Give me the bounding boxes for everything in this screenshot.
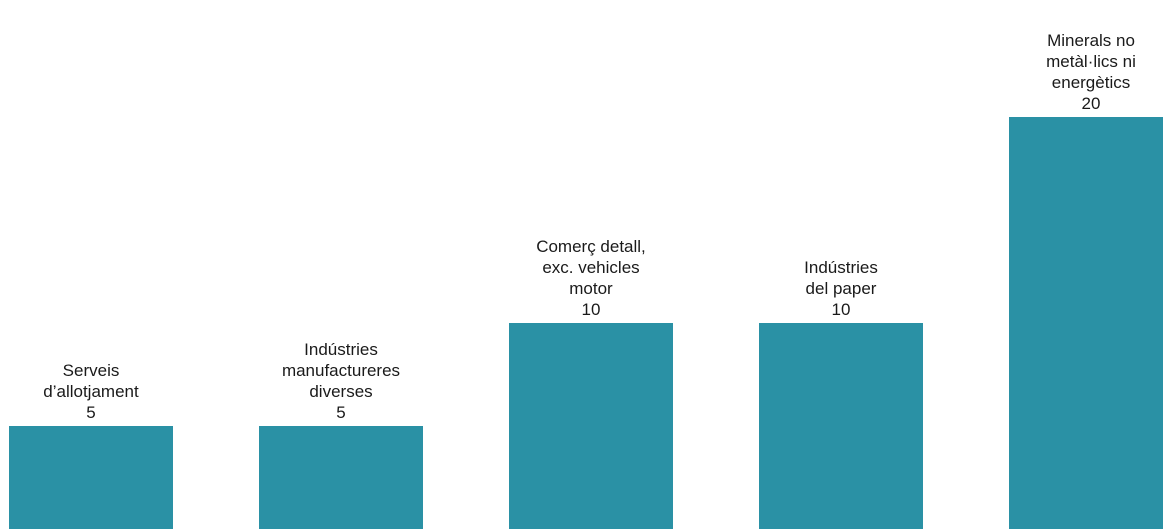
category-label-minerals-no-metal-lics-ni-energetics-line-3: energètics — [1052, 73, 1130, 92]
category-label-comerc-detall-exc-vehicles-motor-line-1: Comerç detall, — [536, 237, 646, 256]
category-label-industries-del-paper-line-2: del paper — [806, 279, 877, 298]
category-label-minerals-no-metal-lics-ni-energetics-line-1: Minerals no — [1047, 31, 1135, 50]
value-label-industries-del-paper: 10 — [832, 300, 851, 319]
bar-industries-del-paper — [759, 323, 923, 529]
value-label-comerc-detall-exc-vehicles-motor: 10 — [582, 300, 601, 319]
bar-industries-manufactureres-diverses — [259, 426, 423, 529]
category-label-comerc-detall-exc-vehicles-motor-line-2: exc. vehicles — [542, 258, 639, 277]
value-label-minerals-no-metal-lics-ni-energetics: 20 — [1082, 94, 1101, 113]
category-label-serveis-d-allotjament-line-1: Serveis — [63, 361, 120, 380]
bar-comerc-detall-exc-vehicles-motor — [509, 323, 673, 529]
category-label-industries-manufactureres-diverses-line-1: Indústries — [304, 340, 378, 359]
bar-minerals-no-metal-lics-ni-energetics — [1009, 117, 1163, 529]
category-label-industries-manufactureres-diverses-line-3: diverses — [309, 382, 372, 401]
value-label-industries-manufactureres-diverses: 5 — [336, 403, 345, 422]
category-label-serveis-d-allotjament-line-2: d’allotjament — [43, 382, 139, 401]
category-label-minerals-no-metal-lics-ni-energetics-line-2: metàl·lics ni — [1046, 52, 1136, 71]
labels-group: 5 Serveis d’allotjament 5 Indústries manufact… — [43, 31, 1136, 422]
value-label-serveis-d-allotjament: 5 — [86, 403, 95, 422]
bars-group — [9, 117, 1163, 529]
bar-serveis-d-allotjament — [9, 426, 173, 529]
category-label-industries-manufactureres-diverses-line-2: manufactureres — [282, 361, 400, 380]
category-label-industries-del-paper-line-1: Indústries — [804, 258, 878, 277]
category-label-comerc-detall-exc-vehicles-motor-line-3: motor — [569, 279, 613, 298]
